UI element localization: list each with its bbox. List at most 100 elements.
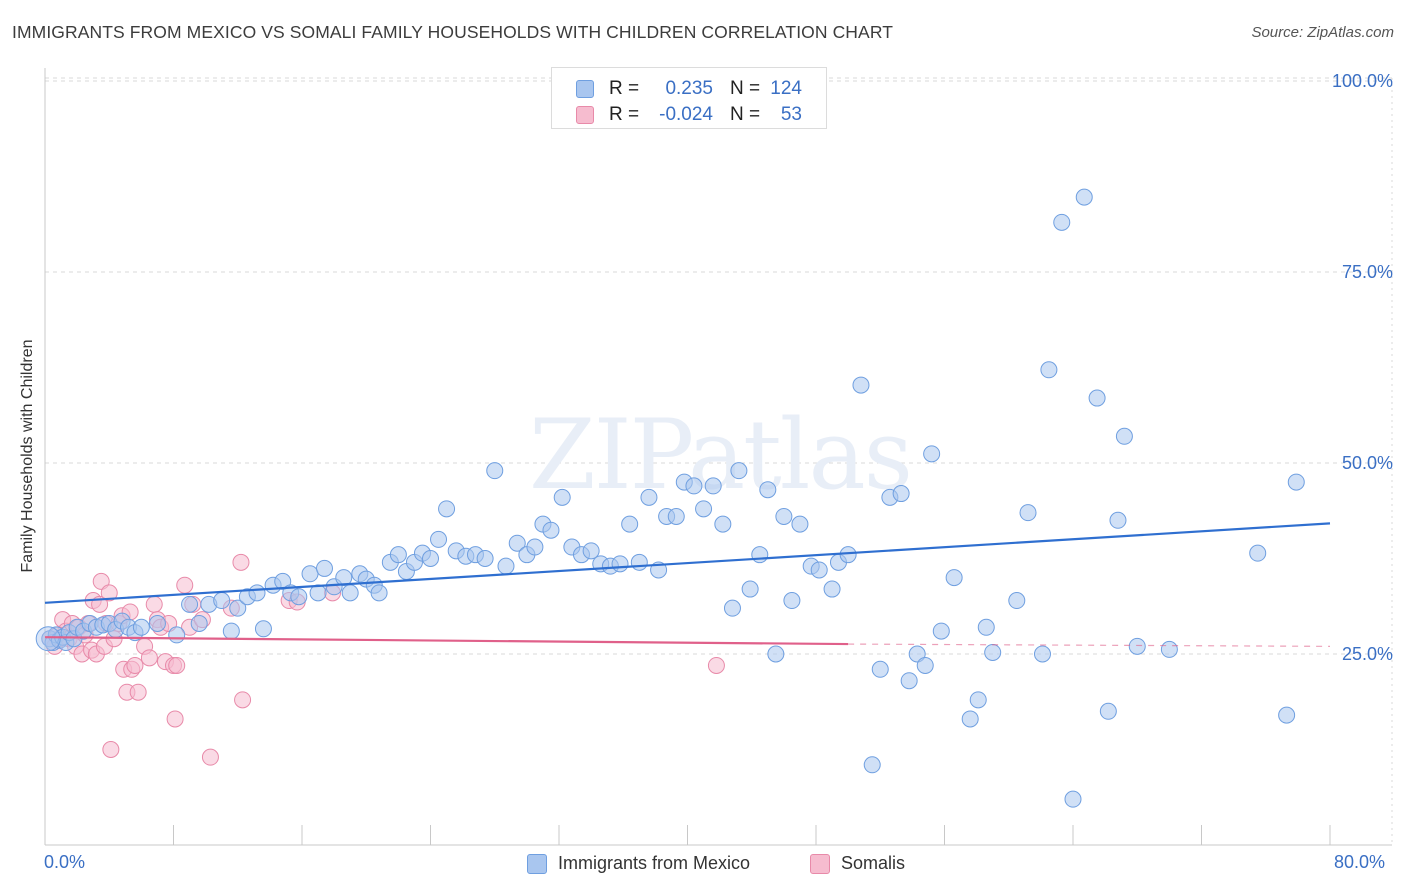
y-axis-title: Family Households with Children [19,339,36,573]
mexico-point [900,672,918,690]
mexico-point [148,614,166,632]
mexico-point [695,500,713,518]
mexico-point [422,550,439,567]
mexico-point [526,538,544,556]
stats-n-value: 53 [780,104,802,125]
mexico-point [767,645,785,663]
mexico-point [370,584,388,602]
axis-layer [44,68,1392,846]
stats-n-value: 124 [770,78,802,99]
y-tick-label: 50.0% [1342,453,1393,473]
mexico-point [190,614,208,632]
somalis-point [707,656,725,674]
tick-label-layer: 25.0% 50.0% 75.0% 100.0% [1332,71,1393,664]
mexico-point [839,546,857,564]
stats-row-somalis: R = -0.024 N = 53 [552,102,826,129]
legend-label-mexico: Immigrants from Mexico [558,853,751,873]
mexico-point [984,643,1002,661]
mexico-point [1128,637,1146,655]
mexico-point [704,477,722,495]
mexico-point [1075,188,1093,206]
mexico-point [1019,504,1037,522]
mexico-point [730,462,748,480]
stats-n-label: N = [730,78,761,99]
mexico-point [1099,702,1117,720]
mexico-point [871,660,889,678]
mexico-point [438,500,456,518]
mexico-point [977,618,995,636]
mexico-point [486,462,504,480]
trend-layer [44,522,1331,647]
y-tick-label: 100.0% [1332,71,1393,91]
stats-swatch-mexico [576,80,594,98]
mexico-point [229,599,247,617]
mexico-point [791,515,809,533]
stats-box: R = 0.235 N = 124 R = -0.024 N = 53 [551,67,827,129]
somalis-point [201,748,219,766]
stats-n-label: N = [730,104,761,125]
mexico-point [810,561,828,579]
legend-swatch-somalis [810,854,830,874]
mexico-point [621,515,639,533]
mexico-point [1160,640,1178,658]
mexico-point [1033,645,1051,663]
mexico-point [630,553,648,571]
mexico-point [667,507,685,525]
mexico-point [1109,511,1127,529]
mexico-point [1249,544,1267,562]
mexico-point [389,546,407,564]
somalis-point [129,683,147,701]
legend-label-somalis: Somalis [841,853,906,873]
mexico-point [1278,706,1296,724]
mexico-point [222,622,240,640]
somalis-point [232,553,250,571]
mexico-point [341,584,359,602]
mexico-point [582,542,600,560]
somalis-trend-extension [848,643,1331,647]
stats-r-value: 0.235 [665,78,713,99]
mexico-point [1053,213,1071,231]
mexico-point [497,557,515,575]
mexico-point [553,488,571,506]
mexico-point [823,580,841,598]
somalis-point [176,576,194,594]
mexico-point [1115,427,1133,445]
mexico-point [508,534,526,552]
somalis-point [100,584,118,602]
stats-row-mexico: R = 0.235 N = 124 [552,76,826,103]
legend-swatch-mexico [527,854,547,874]
mexico-point [723,599,741,617]
mexico-point [961,710,979,728]
mexico-point [476,550,494,567]
y-tick-label: 25.0% [1342,644,1393,664]
mexico-point [892,485,910,503]
mexico-point-cluster [35,626,61,652]
chart-title: IMMIGRANTS FROM MEXICO VS SOMALI FAMILY … [12,22,894,42]
mexico-point [213,592,231,610]
mexico-trend-line [44,522,1331,604]
mexico-point [335,569,353,587]
mexico-point [611,555,629,573]
source-label: Source: ZipAtlas.com [1251,24,1394,41]
mexico-point [783,592,801,610]
stats-r-label: R = [609,78,640,99]
x-tick-label-max: 80.0% [1334,852,1386,872]
mexico-point [932,622,950,640]
mexico-point [132,618,150,636]
mexico-point [945,569,963,587]
mexico-point [969,691,987,709]
mexico-point [852,376,870,394]
mexico-point [254,620,272,638]
mexico-point [1008,592,1026,610]
mexico-point [542,521,560,539]
mexico-point [1088,389,1106,407]
mexico-point [290,588,308,606]
somalis-point [145,595,163,613]
mexico-point [759,481,777,499]
mexico-point [1064,790,1082,808]
mexico-point [301,565,319,583]
mexico-points [35,188,1305,808]
mexico-point [685,477,703,495]
mexico-point [1040,361,1058,379]
